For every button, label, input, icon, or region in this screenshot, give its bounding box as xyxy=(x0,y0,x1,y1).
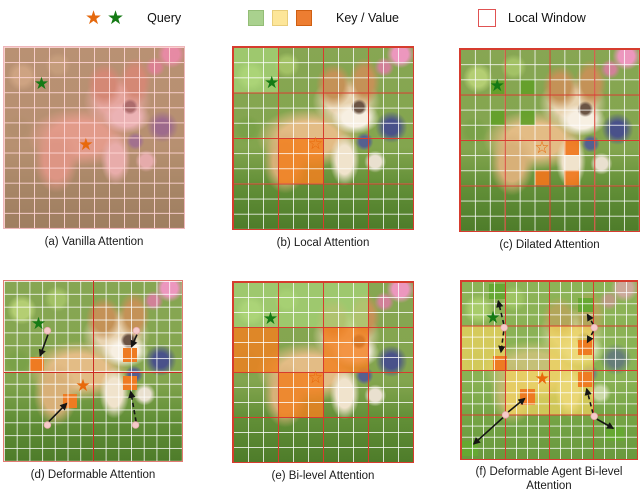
reference-point-dot xyxy=(132,326,141,335)
offset-arrow xyxy=(48,402,68,423)
offset-arrow xyxy=(586,330,595,344)
local-window-lines xyxy=(233,47,413,229)
panel-vanilla-attention: ★ ★ (a) Vanilla Attention xyxy=(3,46,185,248)
reference-point-dot xyxy=(500,323,508,332)
legend-query-label: Query xyxy=(147,11,182,25)
panel-canvas-agent-bilevel: ★ ★ xyxy=(460,280,638,460)
caption-b: (b) Local Attention xyxy=(276,237,370,249)
offset-arrow xyxy=(496,299,505,325)
caption-e: (e) Bi-level Attention xyxy=(271,470,375,482)
offsets-overlay xyxy=(472,299,615,445)
panel-canvas-dilated: ★ ☆ xyxy=(459,48,640,232)
yellow-square-icon xyxy=(272,10,288,26)
panel-canvas-vanilla: ★ ★ xyxy=(3,46,185,229)
local-window-lines xyxy=(233,282,413,462)
reference-point-dot xyxy=(131,421,140,429)
offset-arrow xyxy=(130,334,138,348)
panel-canvas-deformable: ★ ★ xyxy=(3,280,183,462)
offsets-overlay xyxy=(38,326,141,429)
offset-arrow xyxy=(507,397,526,413)
caption-c: (c) Dilated Attention xyxy=(499,239,600,251)
offset-arrow xyxy=(584,387,594,414)
panel-dilated-attention: ★ ☆ (c) Dilated Attention xyxy=(459,48,640,251)
fine-grid-lines xyxy=(4,47,184,228)
panel-canvas-bilevel: ★ ☆ xyxy=(232,281,414,463)
legend-local-window-label: Local Window xyxy=(508,11,586,25)
reference-point-dot xyxy=(43,421,52,429)
offset-arrow xyxy=(498,331,506,354)
offset-arrow xyxy=(128,390,137,422)
orange-square-icon xyxy=(296,10,312,26)
panel-canvas-local: ★ ☆ xyxy=(232,46,414,230)
panel-deformable-attention: ★ ★ (d) Deformable Attention xyxy=(3,280,183,481)
caption-f: (f) Deformable Agent Bi-level Attention xyxy=(475,466,623,493)
panel-deformable-agent-bilevel-attention: ★ ★ (f) Deformable Agent Bi-level Attenti… xyxy=(460,280,638,492)
caption-d: (d) Deformable Attention xyxy=(30,469,156,481)
legend-local-window: Local Window xyxy=(478,8,586,28)
reference-point-dot xyxy=(43,326,52,335)
offset-arrow xyxy=(38,334,49,357)
window-divider-vertical xyxy=(93,281,94,461)
offset-arrow xyxy=(596,418,615,430)
panel-bilevel-attention: ★ ☆ (e) Bi-level Attention xyxy=(232,281,414,482)
reference-point-dot xyxy=(590,412,598,421)
green-square-icon xyxy=(248,10,264,26)
window-divider-horizontal xyxy=(4,371,182,373)
legend-query: ★ ★ Query xyxy=(85,8,181,28)
reference-point-dot xyxy=(501,411,510,419)
orange-star-icon: ★ xyxy=(85,7,103,29)
offset-arrow xyxy=(472,416,504,445)
green-star-icon: ★ xyxy=(107,7,125,29)
legend-key-value: Key / Value xyxy=(248,8,399,28)
local-window-lines xyxy=(460,49,639,231)
local-window-icon xyxy=(478,9,496,27)
panel-local-attention: ★ ☆ (b) Local Attention xyxy=(232,46,414,249)
offset-arrow xyxy=(586,313,595,326)
reference-point-dot xyxy=(590,323,598,332)
legend-key-value-label: Key / Value xyxy=(336,11,400,25)
caption-a: (a) Vanilla Attention xyxy=(44,236,144,248)
